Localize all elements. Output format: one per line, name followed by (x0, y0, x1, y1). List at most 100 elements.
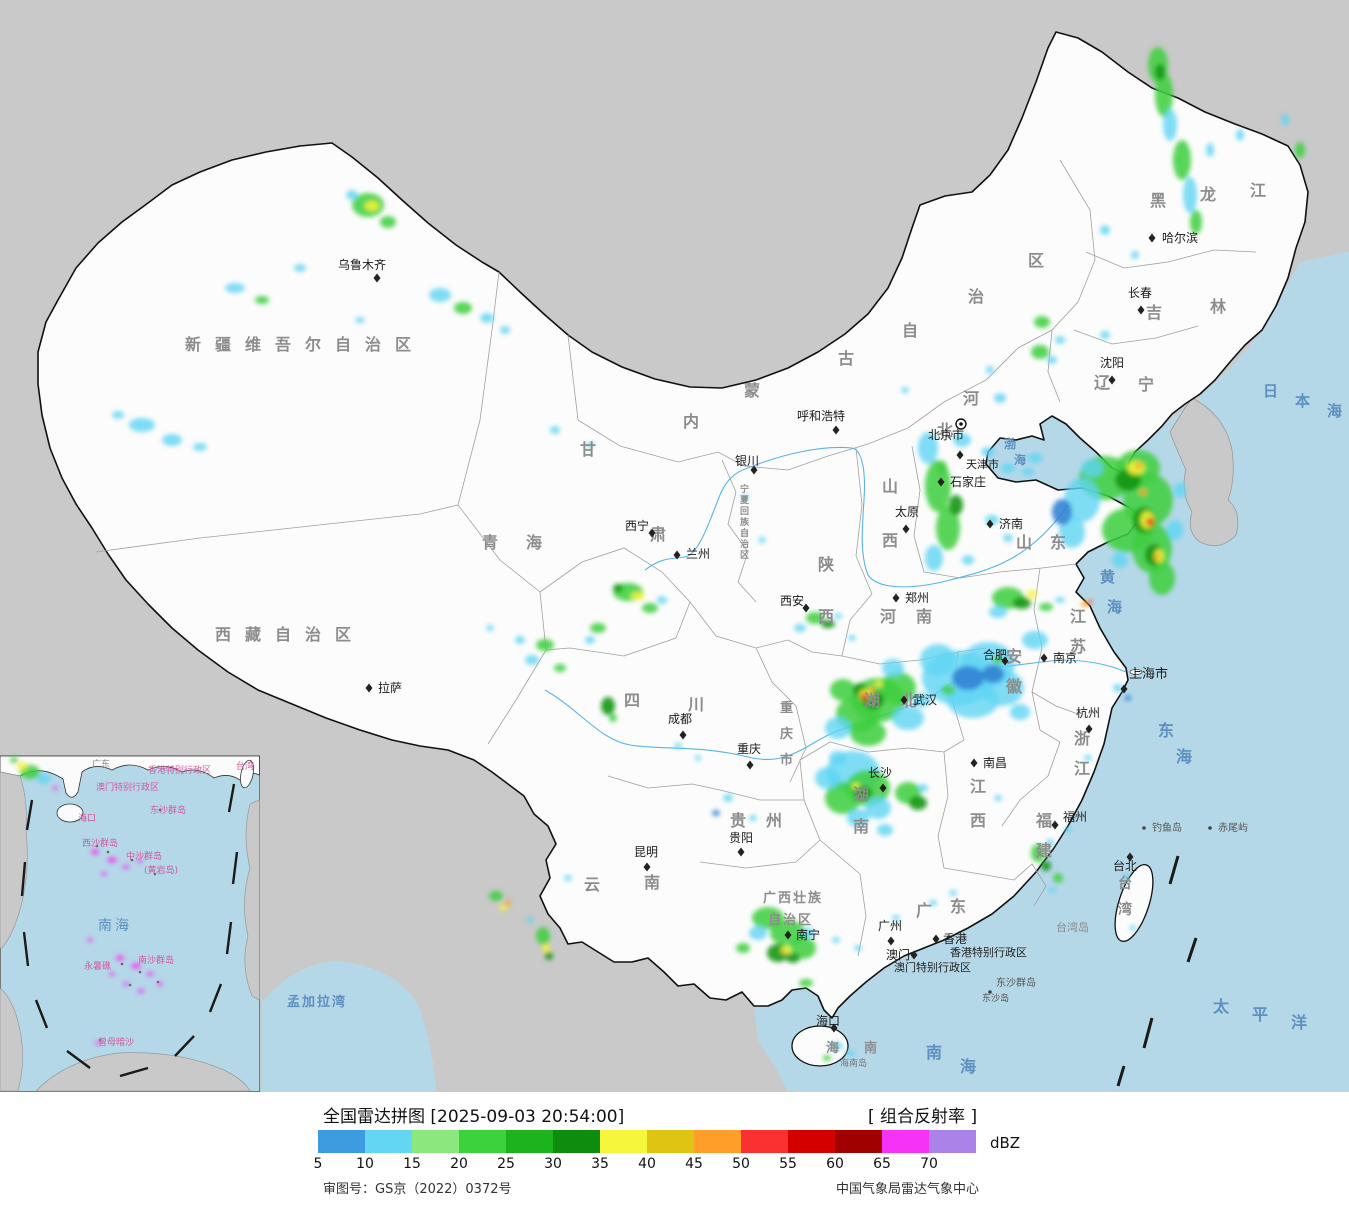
province-label: 市 (780, 752, 793, 768)
radar-echo (294, 264, 306, 272)
city-marker (1040, 653, 1048, 663)
legend-unit: dBZ (990, 1134, 1021, 1152)
radar-echo (1053, 873, 1063, 883)
inset-taiwan (240, 759, 254, 789)
city-label: 成都 (668, 712, 692, 726)
city-marker (1108, 375, 1116, 385)
city-marker (937, 477, 945, 487)
radar-echo (586, 442, 594, 448)
radar-echo (454, 302, 472, 314)
city-label: 长沙 (868, 766, 892, 780)
province-label: 州 (765, 811, 782, 830)
radar-echo (1123, 873, 1129, 883)
radar-echo (937, 461, 947, 475)
producing-organization: 中国气象局雷达气象中心 (836, 1182, 980, 1197)
radar-echo (781, 946, 791, 954)
city-label: 兰州 (686, 547, 710, 561)
sea-label: 海 (1176, 747, 1192, 766)
city-label: 杭州 (1076, 705, 1100, 720)
island-label: 海南岛 (840, 1057, 867, 1069)
sea-label: 渤 (1004, 436, 1016, 451)
maritime-boundary-dashes (1116, 855, 1198, 1087)
province-label: 回 (740, 506, 749, 517)
map-title: 全国雷达拼图 [2025-09-03 20:54:00] (323, 1107, 625, 1127)
city-label: 香港 (943, 932, 967, 946)
radar-echo (1163, 109, 1177, 141)
radar-echo (116, 955, 124, 961)
radar-echo (1155, 64, 1165, 80)
inset-china-coast (0, 755, 260, 798)
city-marker (365, 683, 373, 693)
radar-echo (1236, 129, 1244, 141)
province-label: 林 (1210, 297, 1226, 316)
legend-tick: 15 (403, 1156, 421, 1172)
radar-echo (429, 288, 451, 302)
legend-tick: 40 (638, 1156, 656, 1172)
inset-label: 东沙群岛 (150, 804, 186, 816)
province-label: 西藏自治区 (215, 625, 365, 644)
radar-echo (986, 366, 994, 374)
province-label: 广西壮族 (763, 890, 823, 906)
city-label: 郑州 (905, 590, 929, 605)
radar-echo (1055, 336, 1065, 344)
radar-echo (869, 686, 875, 692)
radar-echo (823, 1055, 831, 1061)
province-label: 山 (1016, 533, 1032, 552)
radar-echo (585, 636, 595, 644)
radar-echo (832, 937, 840, 943)
radar-echo (601, 697, 615, 715)
radar-echo (657, 596, 667, 604)
province-label: 区 (740, 550, 749, 561)
sea-label: 东 (1158, 721, 1174, 740)
inset-label: 台湾 (236, 760, 254, 772)
city-marker (746, 760, 754, 770)
radar-echo (480, 313, 494, 323)
city-label: 台北 (1113, 858, 1137, 873)
radar-echo (848, 635, 856, 641)
product-name: [ 组合反射率 ] (868, 1107, 978, 1127)
radar-echo (486, 625, 494, 631)
radar-echo (918, 432, 938, 464)
legend-swatch (365, 1130, 412, 1153)
province-label: 内 (683, 412, 699, 431)
legend-tick: 30 (544, 1156, 562, 1172)
radar-echo (1173, 140, 1191, 180)
capital-marker-dot (959, 422, 963, 426)
radar-echo (1031, 345, 1049, 359)
radar-echo (674, 743, 682, 749)
province-label: 宁 (740, 483, 749, 495)
city-marker (643, 862, 651, 872)
radar-echo (554, 664, 566, 672)
city-marker (970, 758, 978, 768)
radar-echo (1055, 597, 1065, 603)
radar-echo (1149, 561, 1175, 595)
city-label: 昆明 (634, 845, 658, 859)
radar-echo (112, 411, 124, 419)
province-label: 广 (916, 901, 932, 920)
inset-borneo (35, 1052, 251, 1092)
radar-echo (1041, 861, 1051, 871)
city-marker (986, 519, 994, 529)
radar-echo (193, 443, 207, 451)
radar-echo (1190, 210, 1202, 234)
island-label: 东沙岛 (982, 992, 1009, 1004)
radar-echo (712, 810, 720, 816)
city-label: 南京 (1053, 650, 1077, 665)
sea-label: 太 (1212, 997, 1230, 1016)
sea-label: 南 (926, 1043, 942, 1062)
inset-malay (0, 987, 23, 1092)
city-label: 乌鲁木齐 (338, 257, 386, 272)
radar-echo (87, 938, 93, 942)
radar-echo (613, 584, 623, 592)
city-label: 银川 (735, 454, 759, 468)
radar-echo (1081, 459, 1103, 477)
radar-echo (829, 1042, 843, 1050)
sea-label: 海 (1014, 452, 1026, 467)
radar-echo (1088, 600, 1092, 604)
radar-echo (892, 706, 924, 730)
radar-echo (500, 326, 510, 334)
city-label: 太原 (895, 504, 919, 519)
radar-echo (799, 979, 813, 987)
city-label: 北京市 (928, 427, 964, 442)
province-label: 苏 (1070, 637, 1086, 656)
